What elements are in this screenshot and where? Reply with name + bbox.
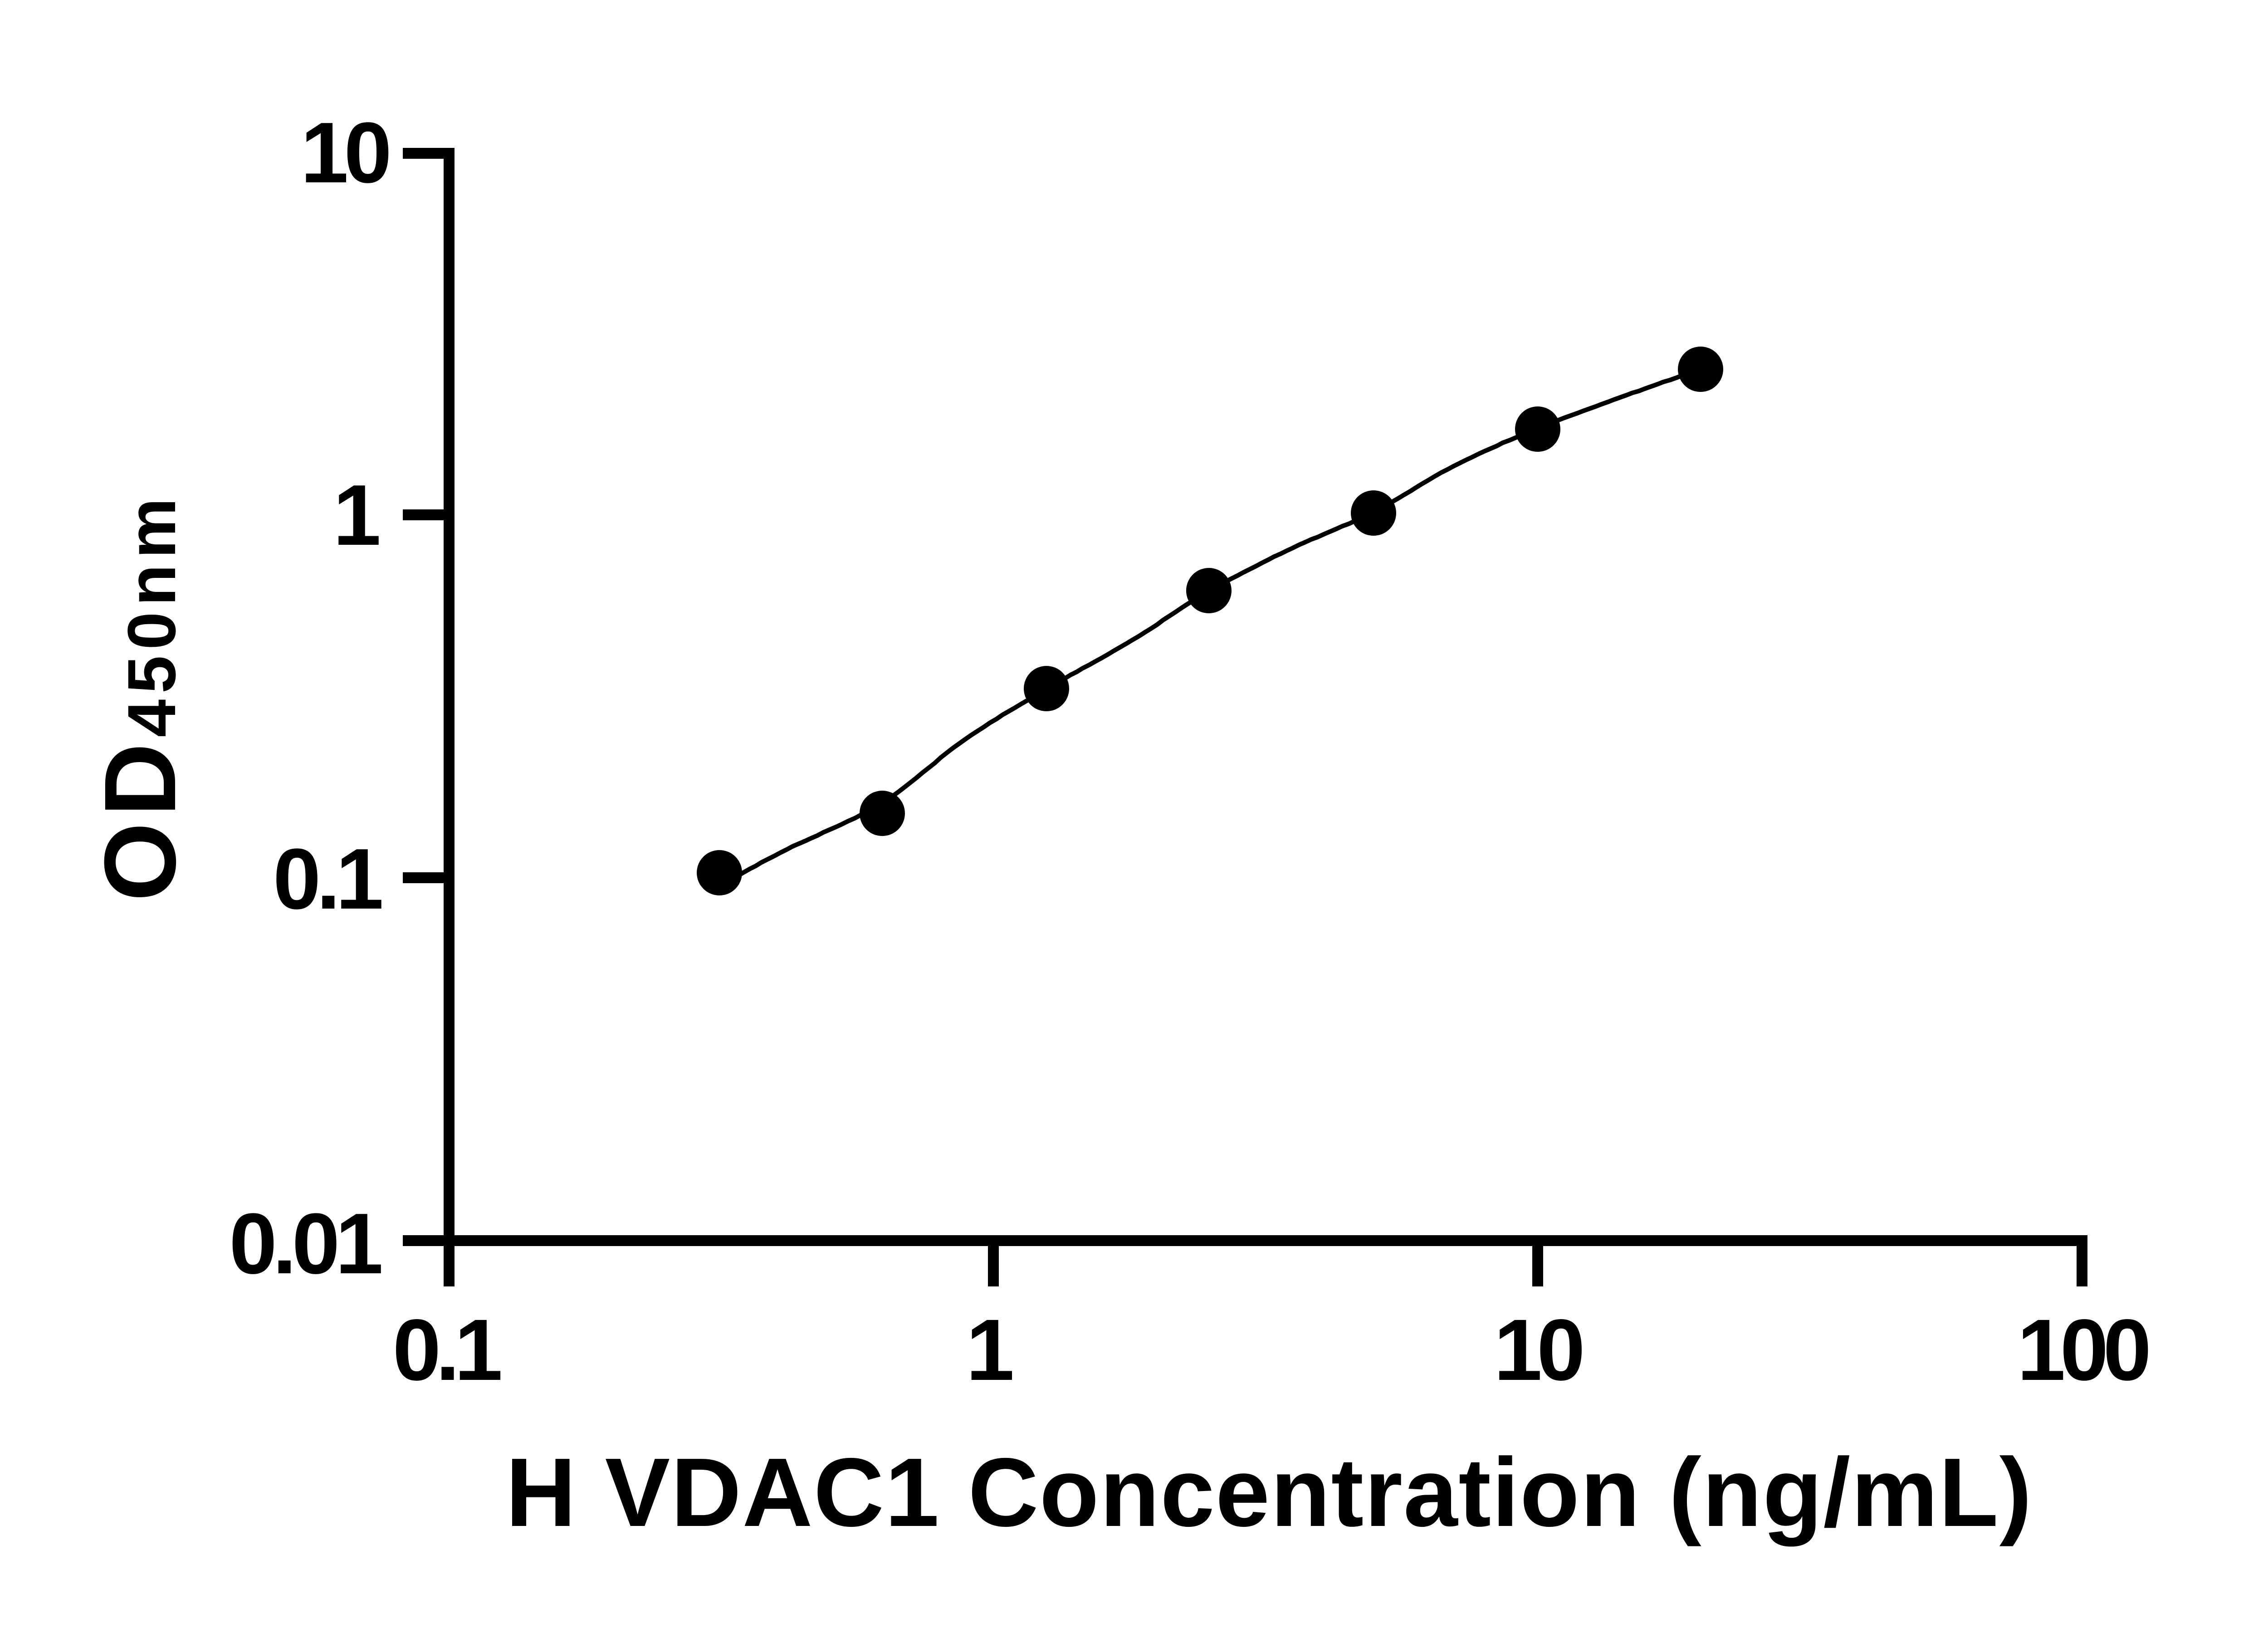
svg-text:0.01: 0.01 [229, 1196, 381, 1292]
svg-text:0.1: 0.1 [273, 831, 381, 927]
svg-text:1: 1 [966, 1301, 1012, 1398]
svg-text:10: 10 [1494, 1301, 1582, 1398]
svg-text:10: 10 [301, 105, 389, 201]
svg-text:1: 1 [333, 467, 379, 563]
svg-text:0.1: 0.1 [393, 1301, 501, 1398]
svg-text:H VDAC1 Concentration (ng/mL): H VDAC1 Concentration (ng/mL) [506, 1437, 2033, 1547]
svg-text:100: 100 [2017, 1301, 2148, 1398]
